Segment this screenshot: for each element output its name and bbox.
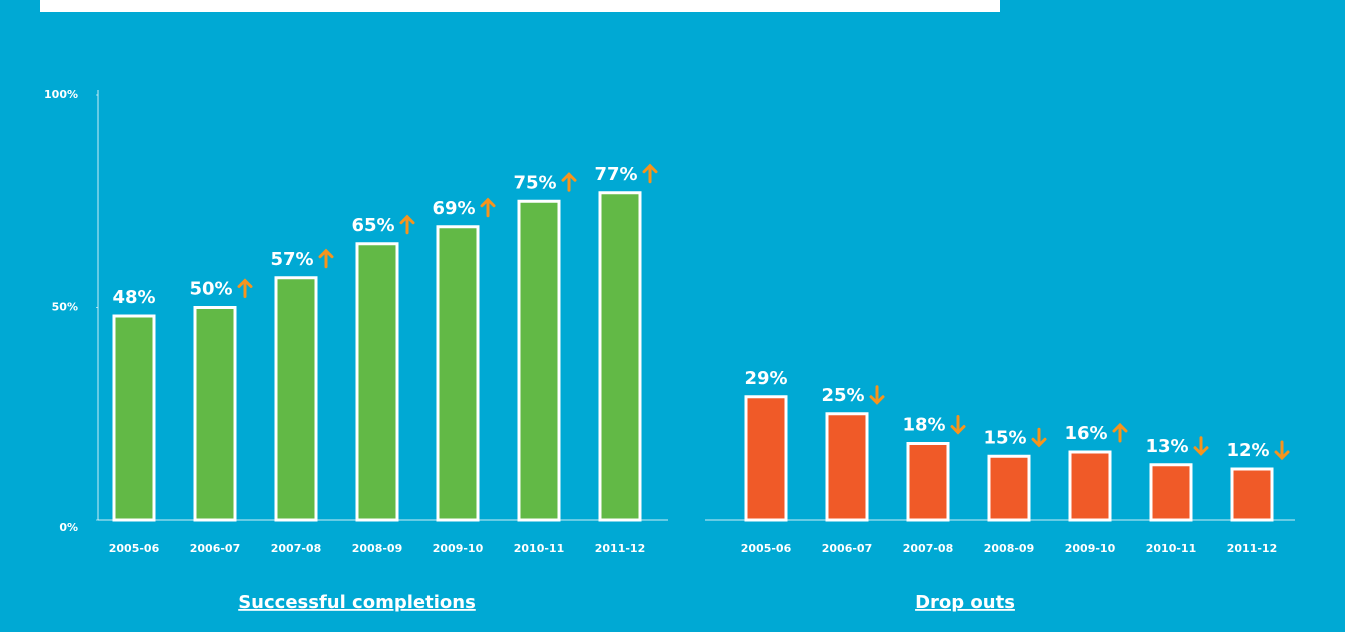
value-label: 15%	[983, 427, 1026, 448]
bar	[744, 395, 788, 522]
down-arrow	[869, 385, 885, 405]
down-arrow	[1031, 427, 1047, 448]
x-tick-label: 2006-07	[190, 542, 241, 555]
value-label: 48%	[112, 287, 155, 308]
chart-title: Drop outs	[915, 592, 1015, 613]
x-tick-label: 2007-08	[903, 542, 954, 555]
bar	[517, 199, 561, 522]
bar	[1068, 450, 1112, 522]
bar	[193, 306, 237, 522]
bar	[112, 314, 156, 522]
x-tick-label: 2005-06	[741, 542, 792, 555]
x-tick-label: 2007-08	[271, 542, 322, 555]
bar	[987, 454, 1031, 522]
down-arrow	[1193, 436, 1209, 456]
value-label: 12%	[1226, 440, 1269, 461]
x-tick-label: 2009-10	[433, 542, 484, 555]
y-tick-label: 0%	[59, 521, 78, 534]
x-tick-label: 2006-07	[822, 542, 873, 555]
x-tick-label: 2008-09	[984, 542, 1035, 555]
down-arrow	[1274, 440, 1290, 461]
value-label: 16%	[1064, 423, 1107, 444]
up-arrow	[237, 278, 253, 298]
bar	[598, 191, 642, 522]
up-arrow	[1112, 422, 1128, 443]
value-label: 69%	[432, 198, 475, 219]
value-label: 50%	[189, 279, 232, 300]
x-tick-label: 2009-10	[1065, 542, 1116, 555]
x-tick-label: 2008-09	[352, 542, 403, 555]
y-tick-label: 50%	[52, 301, 78, 314]
x-tick-label: 2005-06	[109, 542, 160, 555]
bar	[1230, 467, 1274, 522]
up-arrow	[318, 248, 334, 269]
bar	[906, 442, 950, 522]
bar	[355, 242, 399, 522]
bar	[825, 412, 869, 522]
value-label: 25%	[821, 385, 864, 406]
x-tick-label: 2010-11	[1146, 542, 1197, 555]
value-label: 65%	[351, 215, 394, 236]
value-label: 77%	[594, 164, 637, 185]
value-label: 75%	[513, 172, 556, 193]
chart-title: Successful completions	[238, 592, 476, 613]
y-tick-label: 100%	[44, 88, 78, 101]
up-arrow	[399, 214, 415, 235]
down-arrow	[950, 415, 966, 435]
up-arrow	[561, 172, 577, 192]
header-box	[40, 0, 1000, 12]
bar	[274, 276, 318, 522]
value-label: 57%	[270, 249, 313, 270]
x-tick-label: 2011-12	[595, 542, 646, 555]
bar	[436, 225, 480, 522]
value-label: 13%	[1145, 436, 1188, 457]
value-label: 18%	[902, 415, 945, 436]
up-arrow	[642, 163, 658, 184]
x-tick-label: 2010-11	[514, 542, 565, 555]
value-label: 29%	[744, 368, 787, 389]
x-tick-label: 2011-12	[1227, 542, 1278, 555]
up-arrow	[480, 197, 496, 218]
bar	[1149, 463, 1193, 522]
